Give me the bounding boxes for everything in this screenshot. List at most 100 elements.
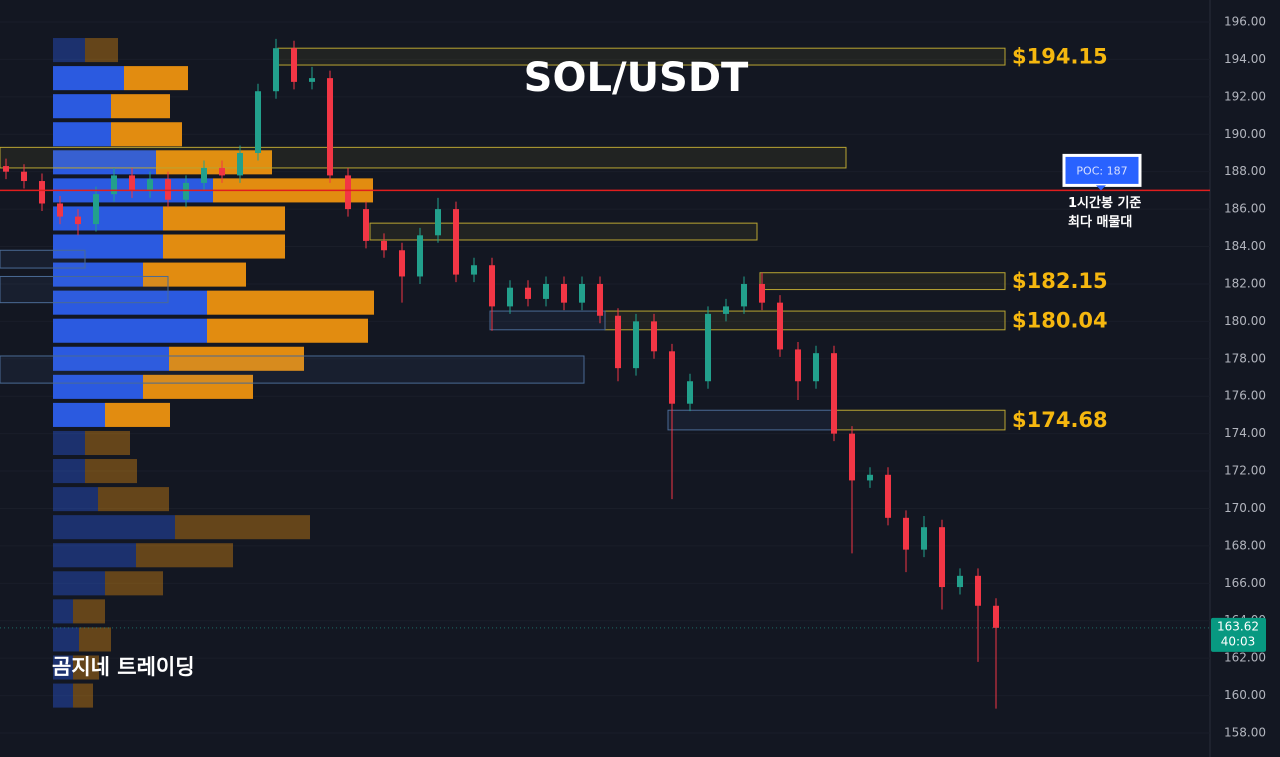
candle-body	[309, 78, 315, 82]
poc-label: POC: 187	[1076, 164, 1127, 177]
zone-label: $194.15	[1012, 45, 1108, 69]
y-tick-label: 160.00	[1224, 688, 1266, 702]
candle-body	[21, 171, 27, 182]
y-tick-label: 186.00	[1224, 202, 1266, 216]
profile-bar	[53, 94, 111, 119]
candle-body	[327, 78, 333, 176]
range-box	[667, 409, 833, 431]
candle-body	[867, 474, 873, 481]
candle-body	[489, 265, 495, 307]
profile-bar	[207, 318, 368, 343]
candle-body	[723, 306, 729, 314]
candle-body	[579, 283, 585, 303]
profile-bar	[53, 150, 156, 175]
profile-bar	[53, 459, 85, 484]
price-tag-value: 163.62	[1217, 619, 1259, 633]
candle-body	[921, 527, 927, 550]
candle-body	[705, 313, 711, 382]
profile-bar	[73, 655, 99, 680]
profile-bar	[73, 599, 105, 624]
profile-bar	[53, 515, 175, 540]
profile-bar	[105, 571, 163, 596]
profile-bar	[85, 430, 130, 456]
profile-bar	[53, 206, 163, 231]
zone	[604, 310, 1006, 331]
candle-body	[111, 175, 117, 195]
candle-body	[39, 181, 45, 204]
candle-body	[813, 353, 819, 382]
watermark: 곰지네 트레이딩	[52, 655, 195, 679]
poc-box	[1062, 153, 1142, 187]
profile-bar	[53, 627, 79, 652]
range-box	[0, 355, 585, 384]
y-tick-label: 196.00	[1224, 15, 1266, 29]
y-tick-label: 194.00	[1224, 52, 1266, 66]
candle-body	[57, 203, 63, 217]
candle-body	[615, 315, 621, 369]
y-tick-label: 188.00	[1224, 164, 1266, 178]
y-tick-label: 182.00	[1224, 276, 1266, 290]
y-tick-label: 180.00	[1224, 314, 1266, 328]
candle-body	[219, 167, 225, 176]
profile-bar	[53, 262, 143, 287]
zone	[759, 272, 1006, 291]
profile-bar	[111, 122, 182, 147]
candle-body	[183, 182, 189, 200]
candle-body	[3, 166, 9, 172]
chart-title: SOL/USDT	[524, 55, 749, 101]
candle-body	[507, 287, 513, 307]
y-tick-label: 184.00	[1224, 239, 1266, 253]
y-tick-label: 172.00	[1224, 464, 1266, 478]
candle-body	[849, 433, 855, 481]
y-tick-label: 176.00	[1224, 389, 1266, 403]
candle-body	[381, 240, 387, 251]
range-box	[489, 310, 606, 331]
profile-bar	[175, 515, 310, 540]
profile-bar	[53, 487, 98, 512]
candle-body	[885, 474, 891, 518]
profile-bar	[53, 122, 111, 147]
profile-bar	[169, 346, 304, 371]
candle-body	[543, 283, 549, 299]
candle-body	[903, 517, 909, 550]
candle-body	[651, 321, 657, 352]
candle-body	[669, 351, 675, 404]
price-tag-countdown: 40:03	[1221, 634, 1256, 648]
profile-bar	[53, 234, 163, 259]
candle-body	[975, 575, 981, 606]
profile-bar	[53, 318, 207, 343]
zone-label: $174.68	[1012, 408, 1108, 432]
y-tick-label: 166.00	[1224, 576, 1266, 590]
candle-body	[255, 91, 261, 153]
profile-bar	[111, 94, 170, 119]
profile-bar	[53, 66, 124, 91]
profile-bar	[105, 402, 170, 427]
y-tick-label: 158.00	[1224, 726, 1266, 740]
candle-body	[525, 287, 531, 299]
candle-body	[273, 48, 279, 92]
candle-body	[453, 209, 459, 275]
profile-bar	[156, 150, 272, 175]
candle-body	[741, 283, 747, 307]
profile-bar	[143, 262, 246, 287]
profile-bar	[124, 66, 188, 91]
candle-body	[237, 152, 243, 176]
profile-bar	[136, 543, 233, 568]
zone-label: $182.15	[1012, 269, 1108, 293]
y-tick-label: 174.00	[1224, 426, 1266, 440]
candle-body	[165, 179, 171, 200]
candle-body	[201, 167, 207, 183]
y-tick-label: 162.00	[1224, 651, 1266, 665]
candle-body	[777, 302, 783, 350]
poc-pointer	[1096, 185, 1106, 191]
profile-bar	[53, 430, 85, 456]
profile-bar	[53, 374, 143, 399]
candle-body	[93, 194, 99, 225]
candle-body	[831, 353, 837, 434]
y-tick-label: 168.00	[1224, 538, 1266, 552]
zone	[0, 146, 847, 169]
profile-bar	[53, 655, 73, 680]
candle-body	[417, 235, 423, 277]
candle-body	[147, 179, 153, 191]
candle-body	[939, 527, 945, 588]
